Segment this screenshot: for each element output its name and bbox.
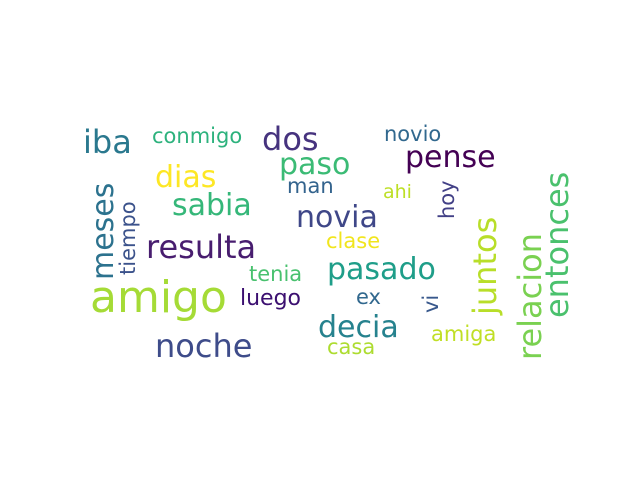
word-tiempo: tiempo [116,201,140,275]
word-vi: vi [419,295,443,313]
word-dos: dos [262,120,319,158]
word-pense: pense [405,140,496,175]
word-dias: dias [155,160,216,195]
word-relacion: relacion [511,233,549,360]
word-conmigo: conmigo [152,124,242,148]
word-decia: decia [318,310,399,345]
word-novio: novio [384,122,441,146]
word-meses: meses [86,183,121,280]
word-iba: iba [83,123,132,161]
word-sabia: sabia [172,188,252,223]
word-pasado: pasado [327,252,436,287]
word-hoy: hoy [435,180,459,219]
word-ahi: ahi [383,181,412,203]
word-amigo: amigo [90,272,227,323]
word-juntos: juntos [466,217,504,316]
word-entonces: entonces [538,172,576,318]
word-casa: casa [327,335,375,359]
word-amiga: amiga [431,322,496,346]
word-noche: noche [155,327,252,365]
word-paso: paso [279,147,350,182]
word-man: man [287,174,334,198]
word-luego: luego [240,286,301,311]
word-clase: clase [326,229,380,253]
word-tenia: tenia [249,262,302,286]
word-novia: novia [296,200,378,235]
word-ex: ex [356,285,381,309]
word-resulta: resulta [146,228,256,266]
